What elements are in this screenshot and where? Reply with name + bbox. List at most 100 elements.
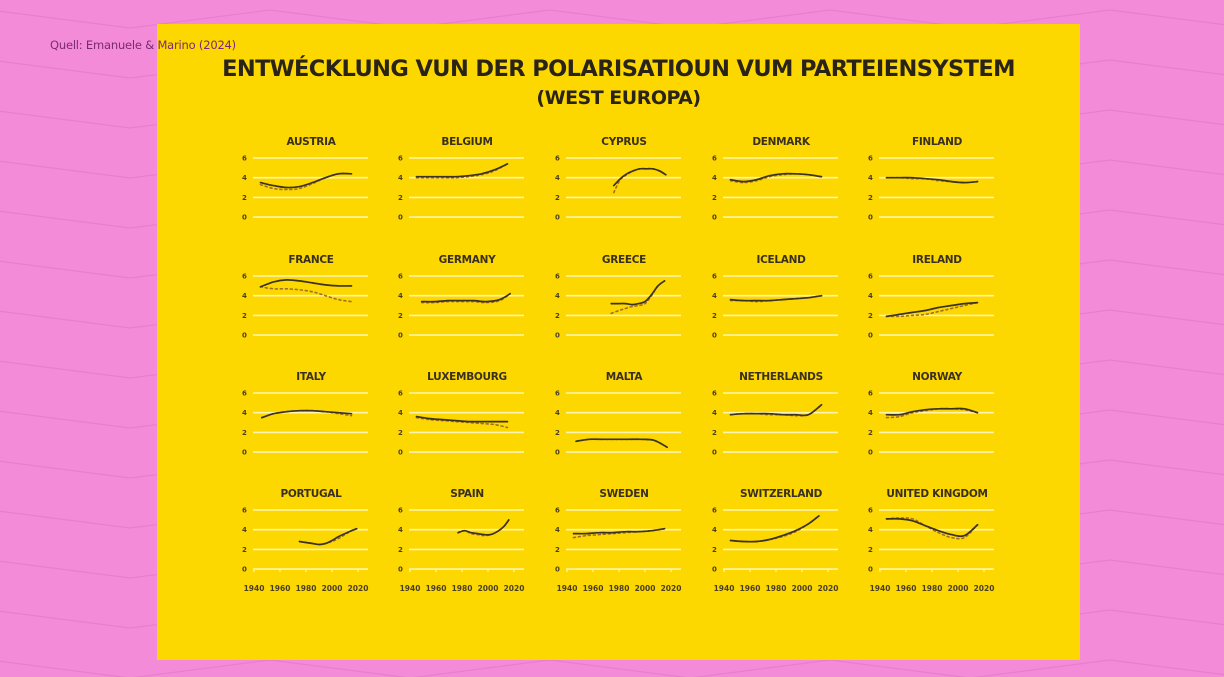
x-tick-label: 2020 [661, 584, 682, 593]
y-tick-label: 0 [242, 214, 247, 222]
facet-title: FINLAND [911, 136, 963, 148]
x-tick-label: 2020 [974, 584, 995, 593]
facet-plot: 0 2 4 6 [868, 390, 994, 457]
y-tick-label: 6 [242, 507, 247, 515]
facet-norway: NORWAY 0 2 4 6 [868, 371, 1018, 491]
facet-title: LUXEMBOURG [427, 371, 507, 383]
y-tick-label: 2 [242, 312, 247, 320]
chart-subtitle: (WEST EUROPA) [536, 87, 701, 109]
series-solid [298, 527, 358, 546]
facet-plot: 0 2 4 6 [555, 390, 681, 457]
y-tick-label: 4 [242, 409, 247, 417]
facet-portugal: PORTUGAL 0 2 4 6 1940 1960 1980 2000 2020 [242, 488, 392, 608]
y-tick-label: 2 [868, 194, 873, 202]
y-tick-label: 0 [868, 332, 873, 340]
y-tick-label: 6 [398, 390, 403, 398]
y-tick-label: 6 [712, 273, 717, 281]
y-tick-label: 6 [712, 507, 717, 515]
y-tick-label: 2 [712, 312, 717, 320]
facet-france: FRANCE 0 2 4 6 [242, 254, 392, 374]
facet-title: CYPRUS [601, 136, 647, 148]
facet-plot: 0 2 4 6 1940 1960 1980 2000 2020 [555, 507, 682, 594]
y-tick-label: 4 [398, 174, 403, 182]
y-tick-label: 6 [398, 507, 403, 515]
series-dashed [457, 519, 510, 537]
x-tick-label: 2020 [348, 584, 369, 593]
series-dashed [729, 172, 823, 184]
series-dashed [415, 163, 509, 179]
y-tick-label: 0 [398, 332, 403, 340]
source-citation: Quell: Emanuele & Marino (2024) [50, 38, 236, 52]
x-tick-label: 1940 [870, 584, 891, 593]
y-tick-label: 6 [555, 273, 560, 281]
y-tick-label: 6 [712, 155, 717, 163]
y-tick-label: 4 [868, 174, 873, 182]
facet-plot: 0 2 4 6 [242, 273, 368, 340]
facet-title: UNITED KINGDOM [886, 488, 988, 500]
facet-plot: 0 2 4 6 [398, 390, 524, 457]
facet-austria: AUSTRIA 0 2 4 6 [242, 136, 392, 256]
y-tick-label: 0 [555, 449, 560, 457]
x-tick-label: 1940 [714, 584, 735, 593]
y-tick-label: 6 [242, 273, 247, 281]
facet-title: SWITZERLAND [739, 488, 823, 500]
y-tick-label: 0 [868, 566, 873, 574]
y-tick-label: 4 [712, 409, 717, 417]
facet-iceland: ICELAND 0 2 4 6 [712, 254, 862, 374]
y-tick-label: 0 [868, 214, 873, 222]
facet-united-kingdom: UNITED KINGDOM 0 2 4 6 1940 1960 1980 2000 2020 [868, 488, 1018, 608]
facet-title: GERMANY [438, 254, 496, 266]
facet-plot: 0 2 4 6 1940 1960 1980 2000 2020 [242, 507, 369, 594]
x-tick-label: 1940 [244, 584, 265, 593]
facet-title: AUSTRIA [286, 136, 336, 148]
facet-title: GREECE [601, 254, 647, 266]
facet-title: BELGIUM [441, 136, 493, 148]
y-tick-label: 2 [555, 546, 560, 554]
series-dashed [610, 280, 666, 315]
y-tick-label: 2 [555, 194, 560, 202]
facet-plot: 0 2 4 6 [555, 273, 681, 340]
y-tick-label: 4 [555, 292, 560, 300]
facet-spain: SPAIN 0 2 4 6 1940 1960 1980 2000 2020 [398, 488, 548, 608]
facet-plot: 0 2 4 6 [712, 155, 838, 222]
y-tick-label: 4 [712, 526, 717, 534]
x-tick-label: 1960 [740, 584, 761, 593]
facet-title: SWEDEN [599, 488, 649, 500]
facet-switzerland: SWITZERLAND 0 2 4 6 1940 1960 1980 2000 2020 [712, 488, 862, 608]
y-tick-label: 2 [712, 194, 717, 202]
y-tick-label: 4 [712, 174, 717, 182]
y-tick-label: 4 [242, 174, 247, 182]
x-tick-label: 2000 [478, 584, 499, 593]
y-tick-label: 2 [868, 312, 873, 320]
x-tick-label: 2000 [635, 584, 656, 593]
series-dashed [885, 517, 979, 540]
y-tick-label: 6 [555, 390, 560, 398]
facet-greece: GREECE 0 2 4 6 [555, 254, 705, 374]
facet-italy: ITALY 0 2 4 6 [242, 371, 392, 491]
y-tick-label: 0 [398, 214, 403, 222]
y-tick-label: 6 [242, 390, 247, 398]
x-tick-label: 1980 [296, 584, 317, 593]
series-solid [885, 407, 979, 416]
chart-panel [157, 24, 1080, 660]
y-tick-label: 0 [242, 566, 247, 574]
y-tick-label: 2 [398, 546, 403, 554]
y-tick-label: 4 [555, 526, 560, 534]
facet-title: MALTA [605, 371, 643, 383]
y-tick-label: 6 [868, 390, 873, 398]
facet-title: FRANCE [288, 254, 334, 266]
facet-title: DENMARK [752, 136, 810, 148]
series-dashed [420, 292, 511, 304]
facet-plot: 0 2 4 6 [712, 390, 838, 457]
y-tick-label: 2 [398, 429, 403, 437]
x-tick-label: 1940 [400, 584, 421, 593]
facet-title: NORWAY [912, 371, 962, 383]
x-tick-label: 1940 [557, 584, 578, 593]
facet-title: IRELAND [912, 254, 962, 266]
facet-cyprus: CYPRUS 0 2 4 6 [555, 136, 705, 256]
y-tick-label: 4 [555, 409, 560, 417]
facet-plot: 0 2 4 6 [242, 155, 368, 222]
series-solid [610, 280, 666, 306]
y-tick-label: 4 [868, 292, 873, 300]
series-solid [415, 163, 509, 178]
